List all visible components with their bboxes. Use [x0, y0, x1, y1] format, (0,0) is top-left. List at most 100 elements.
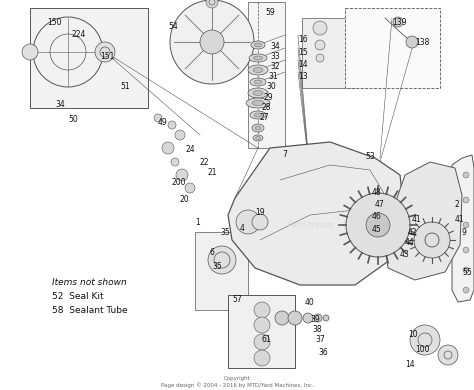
Circle shape [414, 222, 450, 258]
Polygon shape [452, 155, 474, 302]
Ellipse shape [248, 88, 268, 98]
Text: 34: 34 [270, 42, 280, 51]
Circle shape [366, 213, 390, 237]
Text: 35: 35 [220, 228, 230, 237]
Circle shape [185, 183, 195, 193]
Circle shape [316, 54, 324, 62]
Text: 44: 44 [405, 238, 415, 247]
Text: 50: 50 [68, 115, 78, 124]
Ellipse shape [253, 67, 263, 73]
Text: 36: 36 [318, 348, 328, 357]
Ellipse shape [252, 101, 264, 106]
Text: 16: 16 [298, 35, 308, 44]
Text: 58  Sealant Tube: 58 Sealant Tube [52, 306, 128, 315]
Circle shape [170, 0, 254, 84]
Circle shape [254, 334, 270, 350]
Bar [228, 295, 295, 368]
Text: 22: 22 [200, 158, 210, 167]
Circle shape [200, 30, 224, 54]
Text: 43: 43 [400, 250, 410, 259]
Text: 46: 46 [372, 212, 382, 221]
Text: 10: 10 [408, 330, 418, 339]
Ellipse shape [254, 113, 262, 117]
Circle shape [22, 44, 38, 60]
Ellipse shape [252, 124, 264, 132]
Text: 150: 150 [47, 18, 62, 27]
Circle shape [418, 333, 432, 347]
Circle shape [206, 0, 218, 8]
Circle shape [463, 172, 469, 178]
Circle shape [254, 350, 270, 366]
Ellipse shape [255, 43, 262, 47]
Circle shape [463, 197, 469, 203]
Circle shape [463, 287, 469, 293]
Text: 139: 139 [392, 18, 407, 27]
Circle shape [346, 193, 410, 257]
Text: 35: 35 [212, 262, 222, 271]
Text: 59: 59 [265, 8, 275, 17]
Text: 41: 41 [455, 215, 465, 224]
Circle shape [236, 210, 260, 234]
Text: 34: 34 [55, 100, 65, 109]
Circle shape [214, 252, 230, 268]
Text: 33: 33 [270, 52, 280, 61]
Circle shape [154, 114, 162, 122]
Text: 200: 200 [172, 178, 186, 187]
Text: 14: 14 [298, 60, 308, 69]
Text: 27: 27 [260, 113, 270, 122]
Text: 45: 45 [372, 225, 382, 234]
Circle shape [463, 267, 469, 273]
Circle shape [444, 351, 452, 359]
Text: 32: 32 [270, 62, 280, 71]
Circle shape [288, 311, 302, 325]
Ellipse shape [246, 98, 270, 108]
Ellipse shape [255, 136, 261, 140]
Bar [345, 8, 440, 88]
Text: 51: 51 [120, 82, 129, 91]
Text: 21: 21 [208, 168, 218, 177]
Bar [302, 18, 355, 88]
Text: 151: 151 [100, 52, 114, 61]
Text: 6: 6 [210, 248, 215, 257]
Text: 14: 14 [405, 360, 415, 369]
Text: 1: 1 [195, 218, 200, 227]
Circle shape [313, 21, 327, 35]
Text: 29: 29 [264, 93, 273, 102]
Text: PartStream: PartStream [286, 220, 334, 229]
Circle shape [275, 311, 289, 325]
Text: 37: 37 [315, 335, 325, 344]
Text: Items not shown: Items not shown [52, 278, 127, 287]
Circle shape [168, 121, 176, 129]
Text: 31: 31 [268, 72, 278, 81]
Ellipse shape [253, 135, 263, 141]
Circle shape [303, 313, 313, 323]
Text: 48: 48 [372, 188, 382, 197]
Circle shape [438, 345, 458, 365]
Circle shape [323, 315, 329, 321]
Circle shape [406, 36, 418, 48]
Text: 55: 55 [462, 268, 472, 277]
Text: 100: 100 [415, 345, 429, 354]
Text: 20: 20 [180, 195, 190, 204]
Circle shape [463, 247, 469, 253]
Polygon shape [228, 142, 405, 285]
Circle shape [252, 214, 268, 230]
Ellipse shape [253, 90, 263, 96]
Text: 57: 57 [232, 295, 242, 304]
Circle shape [425, 233, 439, 247]
Circle shape [162, 142, 174, 154]
Text: 4: 4 [240, 224, 245, 233]
Ellipse shape [254, 80, 262, 84]
Text: 9: 9 [462, 228, 467, 237]
Ellipse shape [255, 126, 261, 130]
Text: 38: 38 [312, 325, 322, 334]
Text: Copyright
Page design © 2004 - 2016 by MTD/Yard Machines, Inc.: Copyright Page design © 2004 - 2016 by M… [161, 376, 313, 388]
Ellipse shape [249, 54, 267, 62]
Text: 19: 19 [255, 208, 264, 217]
Bar [248, 2, 285, 148]
Text: 49: 49 [158, 118, 168, 127]
Text: 39: 39 [310, 315, 320, 324]
Text: 13: 13 [298, 72, 308, 81]
Text: 41: 41 [412, 215, 422, 224]
Text: 15: 15 [298, 48, 308, 57]
